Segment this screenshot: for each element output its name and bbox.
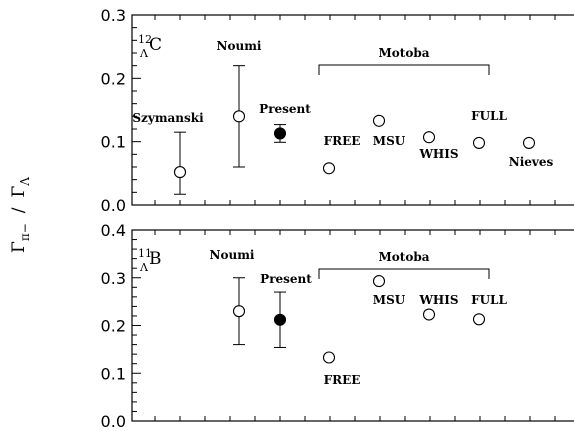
nucleus-hyperon: Λ xyxy=(139,261,149,274)
motoba-bracket xyxy=(318,268,490,279)
panel-top: 0.0 0.1 0.2 0.3 12 ΛC Motoba Szymanski Noumi Pres… xyxy=(101,6,574,215)
plot-frame xyxy=(131,229,574,422)
motoba-bracket xyxy=(318,64,490,75)
y-tick-label: 0.1 xyxy=(101,364,126,383)
point-label-nieves: Nieves xyxy=(509,155,554,169)
nucleus-mass: 12 xyxy=(138,33,152,46)
nucleus-element: C xyxy=(149,35,162,55)
data-point-msu xyxy=(372,114,386,127)
data-point-free xyxy=(322,351,336,364)
point-label-full: FULL xyxy=(471,293,507,307)
ylabel-gamma-2: Γ xyxy=(9,185,29,197)
nucleus-label: 12 ΛC xyxy=(138,33,162,60)
point-label-msu: MSU xyxy=(373,134,406,148)
data-point-free xyxy=(322,162,336,175)
point-label-whis: WHIS xyxy=(418,147,458,161)
ylabel-gamma-1: Γ xyxy=(9,241,29,253)
point-label-whis: WHIS xyxy=(418,293,458,307)
y-tick-label: 0.2 xyxy=(101,69,126,88)
motoba-label: Motoba xyxy=(379,46,430,60)
y-tick-label: 0.3 xyxy=(101,6,126,25)
data-point-noumi xyxy=(232,110,246,123)
nucleus-hyperon: Λ xyxy=(139,47,149,60)
data-point-full xyxy=(472,136,486,149)
data-point-msu xyxy=(372,275,386,288)
point-label-noumi: Noumi xyxy=(210,248,255,262)
point-label-present: Present xyxy=(259,102,311,116)
point-label-szymanski: Szymanski xyxy=(132,111,204,125)
y-tick-label: 0.1 xyxy=(101,133,126,152)
point-label-free: FREE xyxy=(324,134,361,148)
svg-text:Γπ−/ΓΛ: Γπ−/ΓΛ xyxy=(9,177,32,253)
point-label-msu: MSU xyxy=(373,293,406,307)
ylabel-slash: / xyxy=(9,207,29,213)
data-point-whis xyxy=(422,131,436,144)
ylabel-sub-lambda: Λ xyxy=(18,177,32,187)
panel-bottom: 0.0 0.1 0.2 0.3 0.4 11 ΛB Motoba Noumi Present FRE… xyxy=(101,221,574,431)
data-point-present xyxy=(273,313,287,326)
point-label-free: FREE xyxy=(324,373,361,387)
nucleus-element: B xyxy=(149,249,162,269)
point-label-present: Present xyxy=(260,272,312,286)
y-tick-label: 0.4 xyxy=(101,221,126,240)
data-point-noumi xyxy=(232,305,246,318)
ylabel-sub-pi: π− xyxy=(18,223,32,241)
nucleus-mass: 11 xyxy=(138,247,152,260)
motoba-label: Motoba xyxy=(379,250,430,264)
nucleus-label: 11 ΛB xyxy=(138,247,161,274)
data-point-szymanski xyxy=(173,166,187,179)
data-point-whis xyxy=(422,308,436,321)
data-point-nieves xyxy=(522,136,536,149)
y-axis-label: Γπ−/ΓΛ xyxy=(9,177,32,253)
y-tick-label: 0.2 xyxy=(101,317,126,336)
point-label-noumi: Noumi xyxy=(217,39,262,53)
point-label-full: FULL xyxy=(471,109,507,123)
y-tick-label: 0.0 xyxy=(101,412,126,431)
y-tick-label: 0.3 xyxy=(101,269,126,288)
y-tick-label: 0.0 xyxy=(101,196,126,215)
data-point-full xyxy=(472,313,486,326)
plot-frame xyxy=(131,14,574,206)
data-point-present xyxy=(273,127,287,140)
